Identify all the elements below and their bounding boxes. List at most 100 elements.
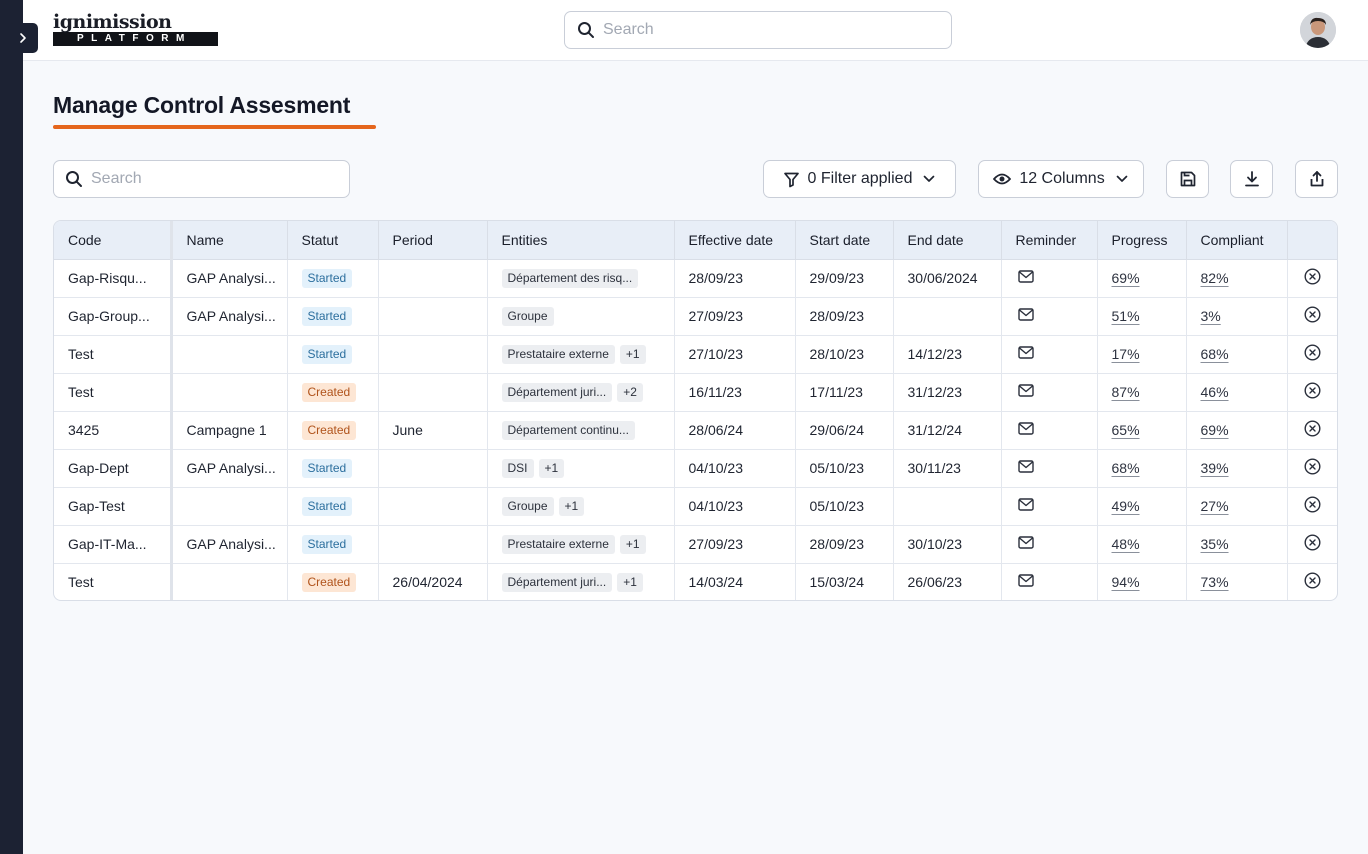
close-circle-icon [1303,572,1321,589]
columns-dropdown-button[interactable]: 12 Columns [978,160,1144,198]
download-icon [1244,171,1259,187]
reminder-button[interactable] [1001,563,1098,600]
progress-link[interactable]: 87% [1111,384,1140,400]
column-header-period[interactable]: Period [378,221,488,260]
cell-progress: 68% [1097,449,1187,488]
status-badge: Started [301,268,353,288]
progress-link[interactable]: 94% [1111,574,1140,591]
reminder-button[interactable] [1001,259,1098,298]
avatar-image [1300,12,1336,48]
column-header-actions[interactable] [1287,221,1337,260]
column-header-statut[interactable]: Statut [287,221,379,260]
filter-dropdown-button[interactable]: 0 Filter applied [763,160,956,198]
cell-compliant: 82% [1186,259,1288,298]
cell-code: Gap-Dept [54,449,173,488]
remove-row-button[interactable] [1287,373,1337,412]
table-row[interactable]: Gap-IT-Ma... GAP Analysi... Started Prestat… [54,525,1337,564]
download-button[interactable] [1230,160,1273,198]
compliant-link[interactable]: 82% [1200,270,1229,286]
cell-effective-date: 27/09/23 [674,297,796,336]
cell-effective-date: 28/09/23 [674,259,796,298]
progress-link[interactable]: 49% [1111,498,1140,514]
column-header-progress[interactable]: Progress [1097,221,1187,260]
remove-row-button[interactable] [1287,335,1337,374]
table-row[interactable]: Test Started Prestataire externe +1 27/10/23… [54,335,1337,374]
mail-icon [1017,346,1034,359]
reminder-button[interactable] [1001,335,1098,374]
remove-row-button[interactable] [1287,487,1337,526]
remove-row-button[interactable] [1287,297,1337,336]
progress-link[interactable]: 48% [1111,536,1140,552]
table-row[interactable]: Gap-Test Started Groupe +1 04/10/23 05/10/23 4… [54,487,1337,526]
compliant-link[interactable]: 73% [1200,574,1229,591]
reminder-button[interactable] [1001,373,1098,412]
remove-row-button[interactable] [1287,563,1337,600]
compliant-link[interactable]: 68% [1200,346,1229,362]
compliant-link[interactable]: 46% [1200,384,1229,400]
column-header-entities[interactable]: Entities [487,221,675,260]
compliant-link[interactable]: 39% [1200,460,1229,476]
cell-name: GAP Analysi... [171,449,288,488]
cell-name: GAP Analysi... [171,525,288,564]
save-button[interactable] [1166,160,1209,198]
table-search-input[interactable] [91,170,331,188]
compliant-link[interactable]: 35% [1200,536,1229,552]
chevron-right-icon [20,33,26,43]
entity-chip: Groupe [501,306,554,326]
reminder-button[interactable] [1001,525,1098,564]
table-search-box[interactable] [53,160,350,198]
progress-link[interactable]: 17% [1111,346,1140,362]
mail-icon [1017,422,1034,435]
reminder-button[interactable] [1001,449,1098,488]
reminder-button[interactable] [1001,297,1098,336]
column-header-name[interactable]: Name [171,221,288,260]
cell-status: Created [287,563,379,600]
column-header-end-date[interactable]: End date [893,221,1002,260]
entity-chip: Groupe [501,496,554,516]
cell-progress: 69% [1097,259,1187,298]
status-badge: Started [301,306,353,326]
column-header-effective-date[interactable]: Effective date [674,221,796,260]
entity-chip: Département continu... [501,420,635,440]
column-header-compliant[interactable]: Compliant [1186,221,1288,260]
cell-end-date: 30/10/23 [893,525,1002,564]
cell-effective-date: 14/03/24 [674,563,796,600]
remove-row-button[interactable] [1287,449,1337,488]
close-circle-icon [1303,420,1321,437]
compliant-link[interactable]: 27% [1200,498,1229,514]
reminder-button[interactable] [1001,411,1098,450]
compliant-link[interactable]: 3% [1200,308,1221,324]
progress-link[interactable]: 68% [1111,460,1140,476]
logo-tagline: PLATFORM [53,32,218,46]
cell-progress: 48% [1097,525,1187,564]
share-button[interactable] [1295,160,1338,198]
cell-progress: 65% [1097,411,1187,450]
table-row[interactable]: 3425 Campagne 1 Created June Département con… [54,411,1337,450]
column-header-reminder[interactable]: Reminder [1001,221,1098,260]
app-logo[interactable]: ignimission PLATFORM [53,12,219,48]
remove-row-button[interactable] [1287,411,1337,450]
reminder-button[interactable] [1001,487,1098,526]
close-circle-icon [1303,344,1321,361]
table-row[interactable]: Gap-Group... GAP Analysi... Started Groupe 2… [54,297,1337,336]
compliant-link[interactable]: 69% [1200,422,1229,438]
column-header-start-date[interactable]: Start date [795,221,894,260]
user-avatar[interactable] [1300,12,1336,48]
eye-icon [993,173,1012,185]
global-search-box[interactable] [564,11,952,49]
cell-effective-date: 16/11/23 [674,373,796,412]
progress-link[interactable]: 65% [1111,422,1140,438]
remove-row-button[interactable] [1287,259,1337,298]
table-row[interactable]: Gap-Risqu... GAP Analysi... Started Départe… [54,259,1337,298]
progress-link[interactable]: 69% [1111,270,1140,286]
progress-link[interactable]: 51% [1111,308,1140,324]
table-row[interactable]: Test Created Département juri... +2 16/11/23… [54,373,1337,412]
table-row[interactable]: Gap-Dept GAP Analysi... Started DSI +1 04/10/… [54,449,1337,488]
global-search-input[interactable] [603,21,903,39]
column-header-code[interactable]: Code [54,221,173,260]
table-row[interactable]: Test Created 26/04/2024 Département juri...… [54,563,1337,600]
sidebar-expand-button[interactable] [8,23,38,53]
entity-chip: Prestataire externe [501,534,615,554]
cell-code: Test [54,373,173,412]
remove-row-button[interactable] [1287,525,1337,564]
